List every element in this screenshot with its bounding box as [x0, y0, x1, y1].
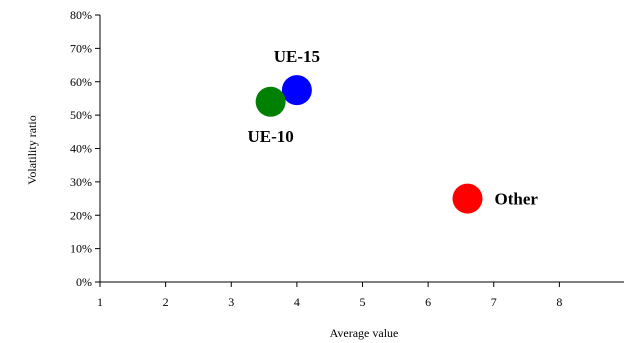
y-axis-ticks: 0% 10% 20% 30% 40% 50% 60% 70% 80% [70, 8, 100, 289]
data-label-ue-10: UE-10 [247, 127, 293, 146]
y-tick-label: 10% [70, 242, 92, 256]
x-tick-label: 6 [425, 295, 431, 309]
x-axis-title: Average value [330, 326, 399, 340]
y-tick-label: 70% [70, 41, 92, 55]
x-tick-label: 4 [294, 295, 300, 309]
x-axis-ticks: 1 2 3 4 5 6 7 8 [97, 282, 562, 309]
y-tick-label: 20% [70, 208, 92, 222]
y-tick-label: 40% [70, 142, 92, 156]
data-point-other [452, 183, 483, 214]
y-tick-label: 60% [70, 75, 92, 89]
x-tick-label: 8 [556, 295, 562, 309]
data-points: UE-15 UE-10 Other [247, 47, 539, 214]
y-axis-title: Volatility ratio [25, 115, 39, 184]
x-tick-label: 1 [97, 295, 103, 309]
y-tick-label: 80% [70, 8, 92, 22]
x-tick-label: 7 [491, 295, 497, 309]
data-label-ue-15: UE-15 [274, 47, 320, 66]
data-point-ue-15 [281, 75, 312, 106]
y-tick-label: 50% [70, 108, 92, 122]
axes [99, 15, 624, 283]
y-tick-label: 30% [70, 175, 92, 189]
x-tick-label: 2 [163, 295, 169, 309]
y-tick-label: 0% [76, 275, 92, 289]
data-label-other: Other [495, 190, 539, 209]
x-tick-label: 5 [360, 295, 366, 309]
x-tick-label: 3 [228, 295, 234, 309]
data-point-ue-10 [255, 86, 286, 117]
